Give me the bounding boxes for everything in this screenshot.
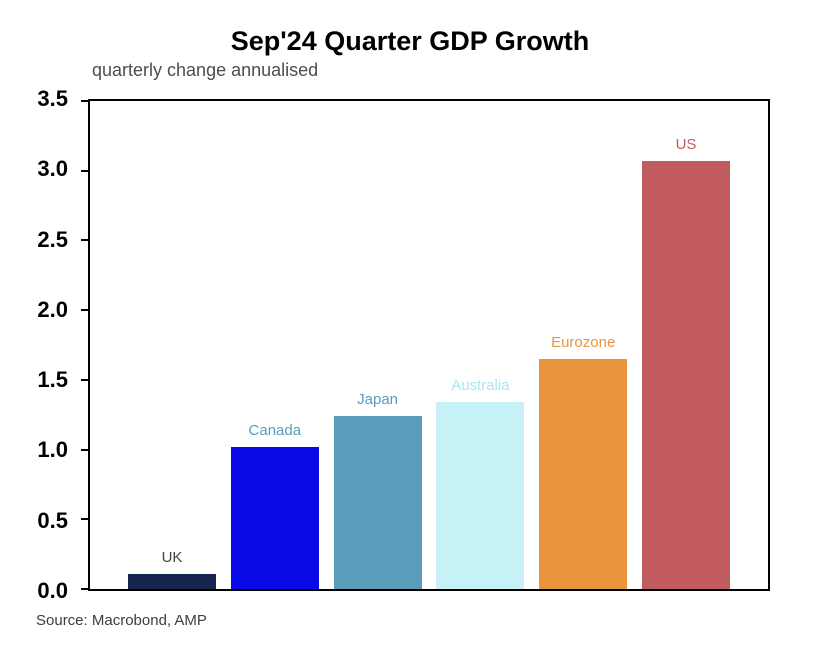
y-tick-label: 1.0 <box>37 437 68 463</box>
y-tick-mark <box>81 169 90 172</box>
bar-japan <box>333 416 422 589</box>
bars: UK Canada Japan Australia Eurozone US <box>128 101 730 589</box>
y-tick-label: 1.5 <box>37 367 68 393</box>
bar-label-uk: UK <box>161 548 183 566</box>
y-tick-label: 3.0 <box>37 156 68 182</box>
y-tick-label: 0.0 <box>37 578 68 603</box>
y-tick-mark <box>81 100 90 102</box>
y-tick-label: 0.5 <box>37 507 68 533</box>
bar-australia <box>436 402 525 589</box>
bar-slot: Australia <box>436 101 525 589</box>
bar-label-australia: Australia <box>451 377 510 395</box>
bar-slot: Japan <box>333 101 422 589</box>
chart-subtitle: quarterly change annualised <box>92 60 319 80</box>
bar-eurozone <box>539 358 628 589</box>
plot-area: UK Canada Japan Australia Eurozone US <box>81 99 770 591</box>
bar-uk <box>128 573 216 589</box>
y-tick-label: 2.0 <box>37 296 68 322</box>
bar-label-japan: Japan <box>357 391 399 409</box>
chart-title: Sep'24 Quarter GDP Growth <box>230 26 590 56</box>
bar-label-canada: Canada <box>248 421 302 439</box>
source-note: Source: Macrobond, AMP <box>36 612 207 629</box>
y-tick-mark <box>81 378 90 381</box>
bar-slot: Eurozone <box>539 101 628 589</box>
y-tick-mark <box>81 588 90 590</box>
y-tick-label: 2.5 <box>37 226 68 252</box>
y-tick-label: 3.5 <box>37 86 68 111</box>
y-tick-mark <box>81 518 90 521</box>
y-tick-mark <box>81 309 90 312</box>
bar-canada <box>230 446 319 589</box>
bar-label-eurozone: Eurozone <box>551 333 616 351</box>
bar-us <box>641 160 730 589</box>
bar-slot: UK <box>128 101 216 589</box>
y-axis: 0.0 0.5 1.0 1.5 2.0 2.5 3.0 3.5 <box>0 88 78 602</box>
y-tick-mark <box>81 239 90 242</box>
y-tick-mark <box>81 448 90 451</box>
bar-label-us: US <box>675 135 697 153</box>
bar-slot: US <box>641 101 730 589</box>
bar-slot: Canada <box>230 101 319 589</box>
